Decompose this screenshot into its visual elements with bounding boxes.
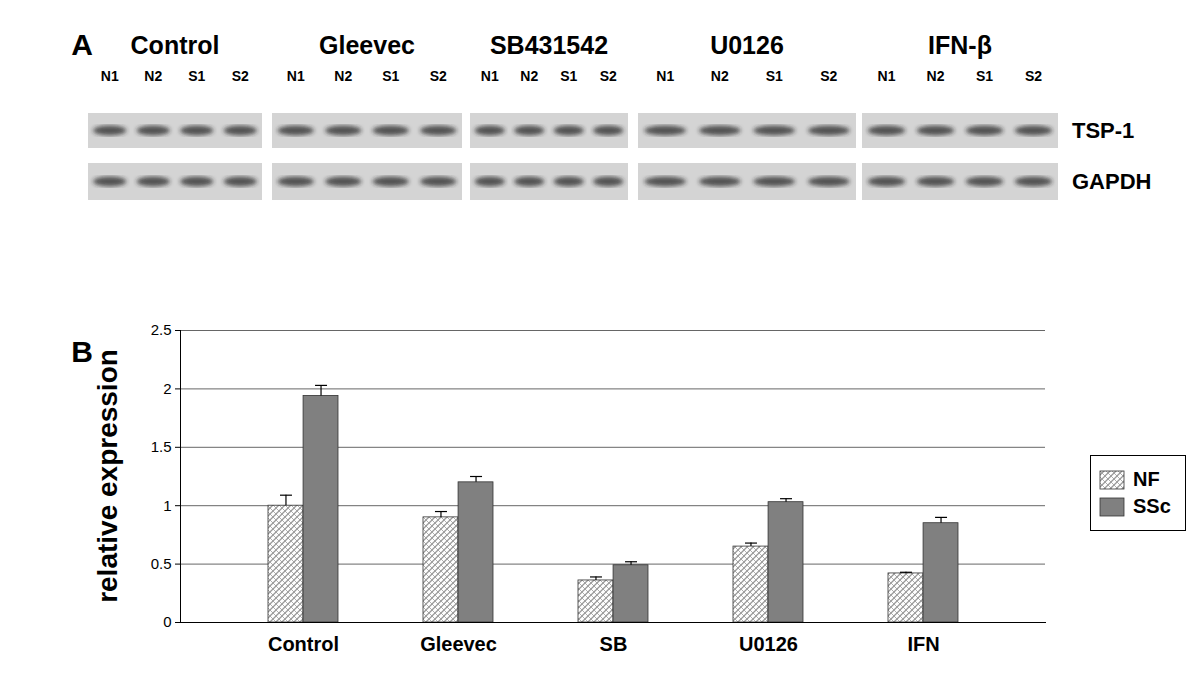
html-text:A: A: [71, 28, 93, 61]
html-text:SB431542: SB431542: [489, 30, 609, 59]
svg-text:SB: SB: [600, 633, 628, 655]
svg-text:1: 1: [163, 497, 171, 514]
svg-text:2: 2: [163, 380, 171, 397]
html-text:N1: N1: [100, 68, 119, 84]
html-text:N2: N2: [926, 68, 945, 84]
html-text:S1: S1: [975, 68, 994, 84]
html-text:relative expression: relative expression: [92, 349, 123, 603]
html-text:N1: N1: [877, 68, 896, 84]
html-text:N2: N2: [144, 68, 163, 84]
html-text:U0126: U0126: [710, 30, 784, 59]
html-text:N2: N2: [710, 68, 729, 84]
html-text:N2: N2: [334, 68, 353, 84]
html-text:GAPDH: GAPDH: [1072, 168, 1152, 194]
html-text:N2: N2: [520, 68, 539, 84]
html-text:S2: S2: [231, 68, 249, 84]
html-text:S1: S1: [188, 68, 206, 84]
html-text:S1: S1: [560, 68, 578, 84]
html-text:S2: S2: [429, 68, 447, 84]
svg-text:0.5: 0.5: [151, 555, 172, 572]
html-text:TSP-1: TSP-1: [1072, 117, 1135, 143]
svg-text:0: 0: [163, 613, 171, 630]
html-text:S2: S2: [1024, 68, 1043, 84]
svg-text:IFN: IFN: [907, 633, 939, 655]
html-text:B: B: [71, 335, 93, 368]
html-text:S2: S2: [599, 68, 617, 84]
svg-text:1.5: 1.5: [151, 438, 172, 455]
html-text:NF: NF: [1133, 468, 1160, 490]
html-text:SSc: SSc: [1133, 495, 1171, 517]
html-text:N1: N1: [656, 68, 675, 84]
html-text:Control: Control: [130, 30, 220, 59]
svg-text:2.5: 2.5: [151, 321, 172, 338]
html-text:N1: N1: [480, 68, 499, 84]
html-text:S1: S1: [765, 68, 783, 84]
html-text:S1: S1: [382, 68, 400, 84]
html-text:S2: S2: [820, 68, 838, 84]
html-text:Gleevec: Gleevec: [319, 30, 415, 59]
html-text:N1: N1: [286, 68, 305, 84]
svg-text:U0126: U0126: [739, 633, 798, 655]
svg-text:Gleevec: Gleevec: [420, 633, 497, 655]
html-text:IFN-β: IFN-β: [928, 30, 992, 59]
svg-text:Control: Control: [268, 633, 339, 655]
